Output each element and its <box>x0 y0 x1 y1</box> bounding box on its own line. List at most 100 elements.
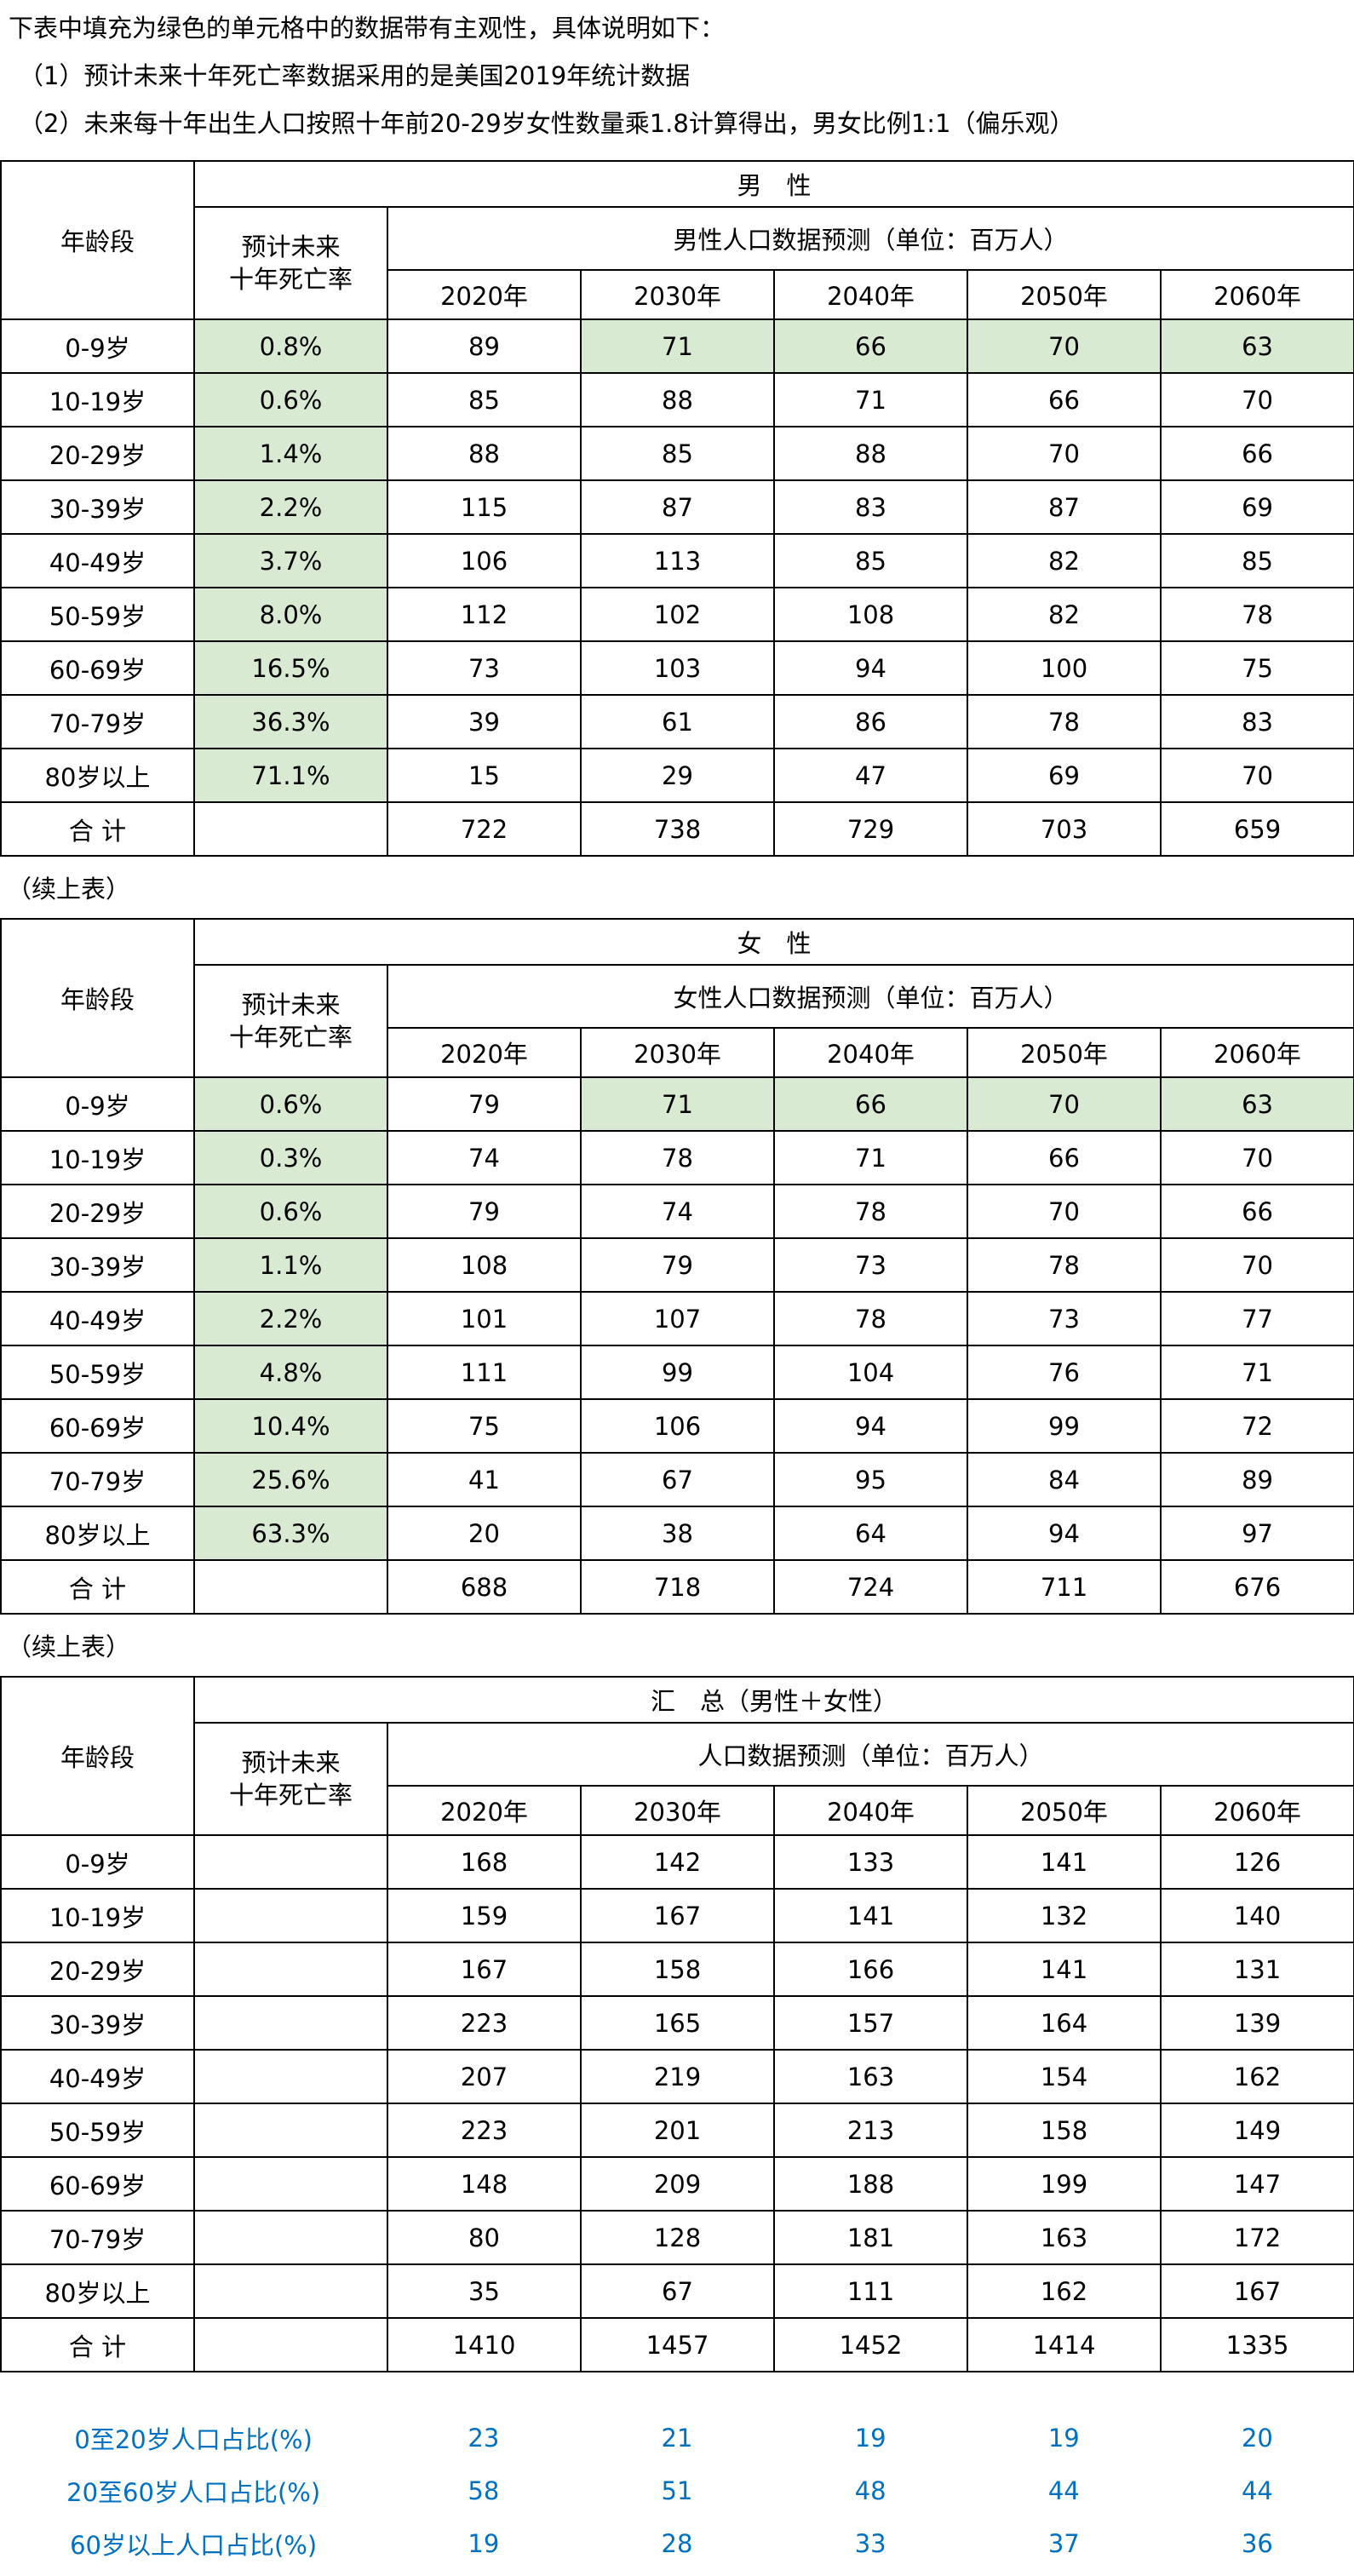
value-cell: 87 <box>580 479 775 535</box>
death-rate-cell: 0.3% <box>193 1130 388 1185</box>
ratio-table: 0至20岁人口占比(%) 23 21 19 19 20 20至60岁人口占比(%) 58 51 4… <box>0 2412 1354 2570</box>
death-rate-cell: 10.4% <box>193 1398 388 1454</box>
value-cell: 188 <box>773 2156 968 2212</box>
table-row: 10-19岁 0.6% 85 88 71 66 70 <box>0 372 1354 427</box>
value-cell: 97 <box>1159 1506 1354 1561</box>
value-cell: 163 <box>773 2049 968 2104</box>
value-cell: 158 <box>580 1942 775 1997</box>
value-cell: 94 <box>967 1506 1162 1561</box>
value-cell: 199 <box>967 2156 1162 2212</box>
table-row: 20-29岁 1.4% 88 85 88 70 66 <box>0 426 1354 481</box>
age-cell: 50-59岁 <box>0 1345 195 1400</box>
value-cell: 61 <box>580 694 775 749</box>
ratio-value: 44 <box>1047 2476 1080 2505</box>
value-cell: 29 <box>580 748 775 803</box>
table-row: 0-9岁 0.6% 79 71 66 70 63 <box>0 1076 1354 1132</box>
forecast-header: 男性人口数据预测（单位：百万人） <box>386 206 1354 271</box>
age-cell: 30-39岁 <box>0 1237 195 1293</box>
death-rate-column-header: 预计未来 十年死亡率 <box>193 964 388 1078</box>
year-header-1: 2030年 <box>580 1027 775 1078</box>
value-cell: 89 <box>387 318 582 374</box>
value-cell: 112 <box>387 587 582 642</box>
ratio-value: 19 <box>854 2424 886 2453</box>
value-cell: 729 <box>773 801 968 857</box>
value-cell: 711 <box>967 1559 1162 1615</box>
note-line-3: （2）未来每十年出生人口按照十年前20-29岁女性数量乘1.8计算得出，男女比例… <box>19 109 1075 138</box>
value-cell: 70 <box>1159 748 1354 803</box>
value-cell: 88 <box>580 372 775 427</box>
ratio-value: 36 <box>1241 2529 1273 2558</box>
death-rate-cell <box>193 2210 388 2265</box>
year-header-0: 2020年 <box>387 269 582 320</box>
ratio-value: 19 <box>468 2529 500 2558</box>
table-row: 30-39岁 2.2% 115 87 83 87 69 <box>0 479 1354 535</box>
table-row: 40-49岁 207 219 163 154 162 <box>0 2049 1354 2104</box>
value-cell: 95 <box>773 1452 968 1507</box>
year-header-2: 2040年 <box>773 269 968 320</box>
death-rate-cell: 2.2% <box>193 1291 388 1346</box>
value-cell: 41 <box>387 1452 582 1507</box>
year-header-row: 2020年 2030年 2040年 2050年 2060年 <box>1 1027 1354 1078</box>
value-cell: 71 <box>1159 1345 1354 1400</box>
death-rate-cell: 0.6% <box>193 372 388 427</box>
value-cell: 738 <box>580 801 775 857</box>
table-row: 0-9岁 0.8% 89 71 66 70 63 <box>0 318 1354 374</box>
ratio-row: 0至20岁人口占比(%) 23 21 19 19 20 <box>0 2412 1354 2464</box>
value-cell: 718 <box>580 1559 775 1615</box>
value-cell: 70 <box>967 318 1162 374</box>
value-cell: 73 <box>773 1237 968 1293</box>
age-cell: 70-79岁 <box>0 2210 195 2265</box>
value-cell: 128 <box>580 2210 775 2265</box>
value-cell: 71 <box>580 1076 775 1132</box>
age-cell: 60-69岁 <box>0 1398 195 1454</box>
value-cell: 141 <box>967 1834 1162 1890</box>
ratio-row: 60岁以上人口占比(%) 19 28 33 37 36 <box>0 2517 1354 2570</box>
note-line-2: （1）预计未来十年死亡率数据采用的是美国2019年统计数据 <box>19 61 691 90</box>
value-cell: 78 <box>580 1130 775 1185</box>
value-cell: 85 <box>387 372 582 427</box>
age-cell: 60-69岁 <box>0 640 195 696</box>
value-cell: 676 <box>1159 1559 1354 1615</box>
continuation-label-1: （续上表） <box>7 875 131 904</box>
value-cell: 163 <box>967 2210 1162 2265</box>
death-rate-cell: 1.1% <box>193 1237 388 1293</box>
value-cell: 213 <box>773 2103 968 2158</box>
value-cell: 72 <box>1159 1398 1354 1454</box>
table-row: 20-29岁 167 158 166 141 131 <box>0 1942 1354 1997</box>
group-header: 汇 总（男性＋女性） <box>192 1676 1354 1724</box>
death-rate-cell <box>193 1995 388 2051</box>
ratio-value: 37 <box>1047 2529 1080 2558</box>
value-cell: 181 <box>773 2210 968 2265</box>
age-cell: 0-9岁 <box>0 318 195 374</box>
value-cell: 70 <box>967 1076 1162 1132</box>
death-rate-cell: 25.6% <box>193 1452 388 1507</box>
value-cell: 70 <box>1159 1130 1354 1185</box>
ratio-value: 33 <box>854 2529 886 2558</box>
year-header-4: 2060年 <box>1159 1785 1354 1836</box>
notes-block: 下表中填充为绿色的单元格中的数据带有主观性，具体说明如下： （1）预计未来十年死… <box>0 0 1354 140</box>
year-header-3: 2050年 <box>967 1785 1162 1836</box>
ratio-value: 20 <box>1241 2424 1273 2453</box>
age-cell: 0-9岁 <box>0 1834 195 1890</box>
value-cell: 75 <box>387 1398 582 1454</box>
value-cell: 79 <box>387 1076 582 1132</box>
value-cell: 73 <box>387 640 582 696</box>
table-row: 0-9岁 168 142 133 141 126 <box>0 1834 1354 1890</box>
value-cell: 79 <box>580 1237 775 1293</box>
value-cell: 659 <box>1159 801 1354 857</box>
death-rate-cell: 4.8% <box>193 1345 388 1400</box>
value-cell: 66 <box>1159 426 1354 481</box>
ratio-value: 44 <box>1241 2476 1273 2505</box>
ratio-row-label: 20至60岁人口占比(%) <box>66 2478 321 2507</box>
year-header-3: 2050年 <box>967 269 1162 320</box>
value-cell: 38 <box>580 1506 775 1561</box>
age-cell: 合 计 <box>0 801 195 857</box>
table-row: 40-49岁 3.7% 106 113 85 82 85 <box>0 533 1354 588</box>
value-cell: 78 <box>967 694 1162 749</box>
group-header-row: 年龄段女 性 <box>0 918 1354 1078</box>
age-column-header: 年龄段 <box>0 160 195 320</box>
table-row: 合 计 1410 1457 1452 1414 1335 <box>0 2317 1354 2372</box>
value-cell: 71 <box>580 318 775 374</box>
value-cell: 108 <box>773 587 968 642</box>
table-row: 80岁以上 63.3% 20 38 64 94 97 <box>0 1506 1354 1561</box>
